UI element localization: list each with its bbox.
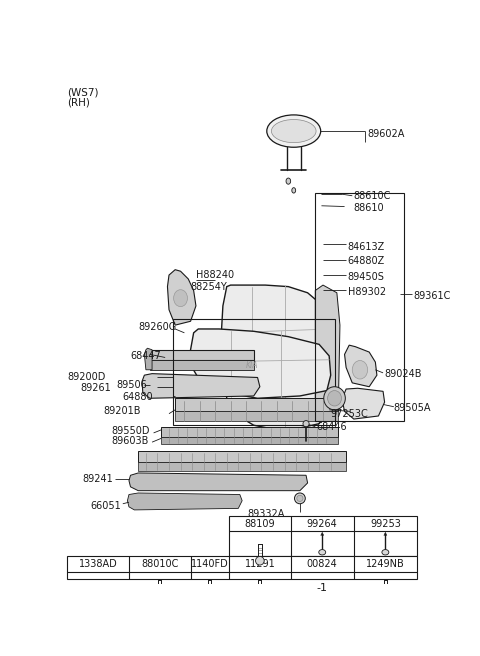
Polygon shape bbox=[161, 437, 338, 445]
Text: 99253: 99253 bbox=[370, 519, 401, 529]
Polygon shape bbox=[384, 532, 387, 535]
Polygon shape bbox=[138, 451, 346, 462]
Text: 1338AD: 1338AD bbox=[79, 559, 118, 569]
Text: 64880Z: 64880Z bbox=[348, 256, 385, 266]
Text: -1: -1 bbox=[317, 583, 328, 594]
Polygon shape bbox=[150, 350, 254, 359]
Text: 89261: 89261 bbox=[81, 383, 111, 393]
Text: 89241: 89241 bbox=[83, 474, 113, 484]
Polygon shape bbox=[175, 398, 338, 411]
Polygon shape bbox=[191, 329, 331, 398]
Polygon shape bbox=[345, 345, 377, 387]
Ellipse shape bbox=[256, 590, 264, 598]
Text: (RH): (RH) bbox=[67, 97, 90, 107]
Text: 89024B: 89024B bbox=[384, 369, 422, 379]
Text: 64880: 64880 bbox=[123, 392, 154, 403]
Ellipse shape bbox=[303, 420, 309, 427]
Text: 89201B: 89201B bbox=[104, 406, 141, 417]
Ellipse shape bbox=[271, 119, 316, 142]
Text: 89550D: 89550D bbox=[111, 426, 150, 436]
Ellipse shape bbox=[295, 493, 305, 504]
Polygon shape bbox=[229, 516, 417, 556]
Text: 89450S: 89450S bbox=[348, 272, 384, 281]
Text: 1140FD: 1140FD bbox=[191, 559, 228, 569]
Text: 97253C: 97253C bbox=[331, 409, 369, 419]
Polygon shape bbox=[323, 416, 332, 421]
Ellipse shape bbox=[96, 587, 101, 592]
Text: 68446: 68446 bbox=[317, 422, 348, 432]
Text: (WS7): (WS7) bbox=[67, 88, 99, 98]
Polygon shape bbox=[150, 359, 254, 370]
Text: 84613Z: 84613Z bbox=[348, 241, 385, 252]
Polygon shape bbox=[175, 411, 338, 421]
Ellipse shape bbox=[352, 361, 368, 379]
Text: 89603B: 89603B bbox=[111, 436, 149, 445]
Polygon shape bbox=[168, 270, 196, 325]
Ellipse shape bbox=[286, 178, 291, 184]
Text: 99264: 99264 bbox=[307, 519, 337, 529]
Ellipse shape bbox=[255, 556, 264, 565]
Polygon shape bbox=[67, 556, 417, 579]
Polygon shape bbox=[321, 532, 324, 535]
Text: 89505A: 89505A bbox=[394, 403, 432, 413]
Ellipse shape bbox=[93, 584, 104, 596]
Polygon shape bbox=[129, 473, 308, 491]
Ellipse shape bbox=[292, 188, 296, 193]
Text: 89602A: 89602A bbox=[367, 129, 404, 139]
Ellipse shape bbox=[319, 550, 326, 555]
Text: 11291: 11291 bbox=[244, 559, 275, 569]
Text: KIA: KIA bbox=[246, 361, 258, 370]
Text: 1249NB: 1249NB bbox=[366, 559, 405, 569]
Ellipse shape bbox=[381, 590, 389, 598]
Text: H88240: H88240 bbox=[196, 270, 234, 280]
Text: 89200D: 89200D bbox=[67, 373, 106, 382]
Ellipse shape bbox=[267, 115, 321, 147]
Polygon shape bbox=[315, 285, 340, 421]
Text: H89302: H89302 bbox=[348, 287, 386, 297]
Polygon shape bbox=[142, 374, 260, 398]
Text: 89506: 89506 bbox=[117, 380, 147, 390]
Polygon shape bbox=[144, 348, 152, 370]
Polygon shape bbox=[127, 493, 242, 510]
Ellipse shape bbox=[328, 390, 341, 406]
Ellipse shape bbox=[174, 290, 188, 306]
Text: 88109: 88109 bbox=[244, 519, 275, 529]
Polygon shape bbox=[221, 285, 337, 432]
Polygon shape bbox=[161, 427, 338, 437]
Ellipse shape bbox=[382, 550, 389, 555]
Ellipse shape bbox=[297, 495, 303, 501]
Text: 89260G: 89260G bbox=[138, 321, 177, 332]
Text: 88610: 88610 bbox=[354, 203, 384, 213]
Text: 00824: 00824 bbox=[307, 559, 337, 569]
Text: 88610C: 88610C bbox=[354, 191, 391, 201]
Polygon shape bbox=[342, 388, 384, 419]
Text: 68447: 68447 bbox=[131, 351, 161, 361]
Text: 88010C: 88010C bbox=[141, 559, 179, 569]
Text: 66051: 66051 bbox=[90, 501, 121, 511]
Text: 89332A: 89332A bbox=[248, 509, 285, 519]
Polygon shape bbox=[138, 462, 346, 472]
Ellipse shape bbox=[156, 590, 164, 598]
Ellipse shape bbox=[206, 590, 214, 598]
Ellipse shape bbox=[324, 387, 345, 410]
Text: 88254Y: 88254Y bbox=[191, 281, 228, 292]
Text: 89361C: 89361C bbox=[414, 291, 451, 301]
